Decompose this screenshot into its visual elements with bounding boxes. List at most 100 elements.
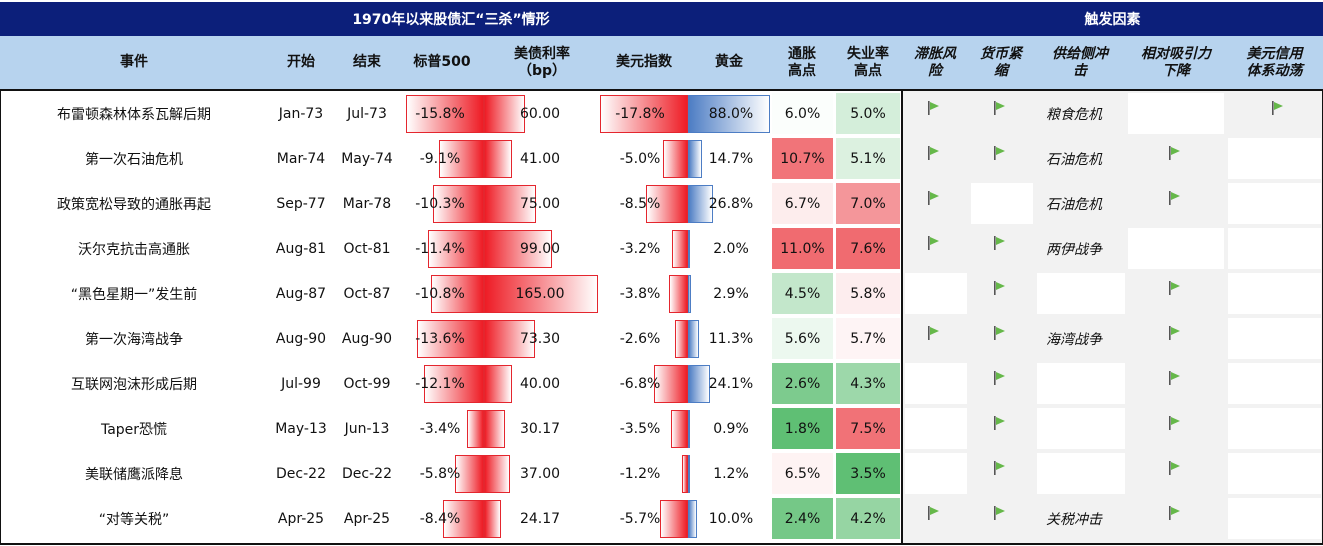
unemployment-peak-value: 5.0% [850,105,886,122]
ust-bar [484,499,501,538]
unemployment-peak-cell [836,453,900,494]
col-header-start: 开始 [287,54,315,70]
gold-bar [688,94,770,133]
end-date: Mar-78 [342,195,392,212]
inflation-peak-cell [772,273,833,314]
unemployment-peak-cell [836,228,900,269]
inflation-peak-value: 6.7% [784,195,821,212]
event-name: 第一次海湾战争 [85,331,183,348]
inflation-peak-value: 4.5% [784,285,821,302]
gold-value: 10.0% [708,510,754,527]
empty-cell [1228,273,1321,314]
dxy-value: -1.2% [619,465,661,482]
col-header-infl-peak: 通胀 高点 [788,45,816,79]
event-name: 互联网泡沫形成后期 [71,376,197,393]
flag-icon [928,146,939,160]
sp500-bar [424,364,484,403]
flag-icon [994,506,1005,520]
end-date: Jun-13 [344,420,390,437]
sp500-bar [467,409,484,448]
empty-cell [1228,408,1321,449]
end-date: Oct-81 [343,240,391,257]
dxy-bar [645,184,688,223]
flag-icon [994,461,1005,475]
gold-bar [688,364,711,403]
unemployment-peak-value: 7.0% [850,195,886,212]
ust-value: 75.00 [519,195,561,212]
sp500-value: -9.1% [419,150,461,167]
empty-cell [1128,93,1224,134]
inflation-peak-cell [772,228,833,269]
gold-bar [688,454,690,493]
end-date: Dec-22 [342,465,392,482]
inflation-peak-cell [772,93,833,134]
flag-icon [994,326,1005,340]
sp500-value: -10.8% [415,285,465,302]
start-date: Aug-90 [275,330,327,347]
gold-value: 2.0% [713,240,749,257]
unemployment-peak-cell [836,183,900,224]
empty-cell [1228,228,1321,269]
start-date: Aug-87 [275,285,327,302]
start-date: Jul-99 [281,375,321,392]
inflation-peak-value: 2.4% [784,510,821,527]
end-date: Oct-87 [343,285,391,302]
unemployment-peak-value: 7.6% [850,240,886,257]
flag-icon [994,281,1005,295]
inflation-peak-value: 10.7% [780,150,825,167]
gold-bar [688,184,713,223]
sp500-bar [455,454,484,493]
dxy-value: -8.5% [619,195,661,212]
unemployment-peak-value: 7.5% [850,420,886,437]
dxy-value: -5.7% [619,510,661,527]
supply-shock-text: 石油危机 [1046,151,1102,168]
unemployment-peak-cell [836,363,900,404]
unemployment-peak-cell [836,498,900,539]
supply-shock-text: 海湾战争 [1046,331,1102,348]
header-bottom-rule [0,89,1323,91]
event-name: “对等关税” [98,511,170,528]
gold-value: 24.1% [708,375,754,392]
dxy-bar [663,139,688,178]
flag-icon [1169,326,1180,340]
gold-bar [688,229,690,268]
sp500-bar [433,184,484,223]
flag-icon [994,146,1005,160]
ust-bar [484,319,535,358]
inflation-peak-value: 6.5% [784,465,821,482]
inflation-peak-cell [772,498,833,539]
empty-cell [1228,183,1321,224]
sp500-value: -8.4% [419,510,461,527]
empty-cell [971,183,1033,224]
event-name: 美联储鹰派降息 [85,466,183,483]
inflation-peak-cell [772,318,833,359]
dxy-bar [654,364,688,403]
trigger-divider [901,89,903,544]
flag-icon [928,506,939,520]
flag-icon [928,326,939,340]
event-name: 布雷顿森林体系瓦解后期 [57,106,211,123]
col-header-stagflation: 滞胀风 险 [914,45,956,79]
inflation-peak-value: 11.0% [780,240,825,257]
col-header-sp500: 标普500 [413,54,471,70]
empty-cell [1228,498,1321,539]
dxy-value: -3.8% [619,285,661,302]
ust-bar [484,139,513,178]
ust-value: 37.00 [519,465,561,482]
sp500-value: -12.1% [415,375,465,392]
flag-icon [1169,461,1180,475]
ust-value: 24.17 [519,510,561,527]
gold-bar [688,139,702,178]
col-header-usd-system: 美元信用 体系动荡 [1246,45,1303,79]
col-header-ust: 美债利率 （bp） [514,45,570,79]
gold-value: 0.9% [713,420,749,437]
gold-value: 1.2% [713,465,749,482]
ust-value: 99.00 [519,240,561,257]
sp500-value: -13.6% [415,330,465,347]
empty-cell [1228,138,1321,179]
ust-bar [484,94,526,133]
gold-value: 14.7% [708,150,754,167]
ust-value: 40.00 [519,375,561,392]
ust-bar [484,409,505,448]
flag-icon [994,416,1005,430]
